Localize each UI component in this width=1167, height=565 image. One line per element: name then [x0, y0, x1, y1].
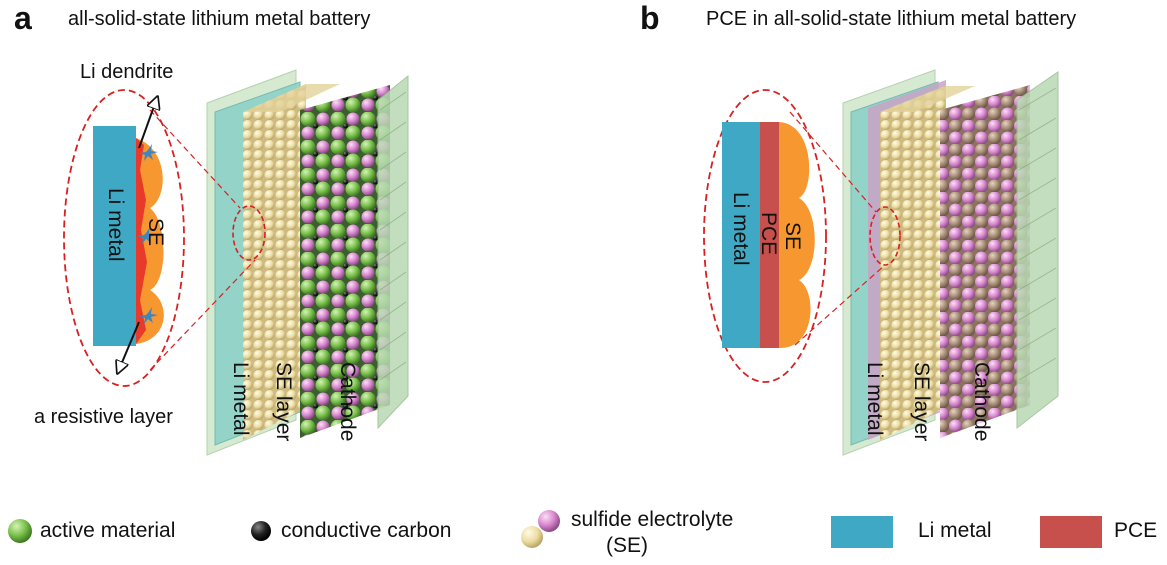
- panel-b-letter: b: [640, 0, 660, 36]
- panel-a-inset: [63, 89, 185, 387]
- panel-a-resistive-label: a resistive layer: [34, 406, 173, 428]
- panel-a-se-layer: [243, 84, 306, 440]
- black-sphere-icon: [251, 521, 271, 541]
- panel-a-inset-ellipse: [63, 89, 185, 387]
- panel-a-dendrite-label: Li dendrite: [80, 61, 174, 83]
- panel-a-current-collector-right: [377, 74, 409, 430]
- legend-pce-label: PCE: [1114, 519, 1158, 542]
- panel-b-layer-label-li-metal: Li metal: [863, 362, 886, 436]
- panel-b-zoom-lines: [789, 111, 886, 346]
- panel-a-zoom-lines: [149, 109, 256, 371]
- panel-b-inset-se: [779, 122, 815, 349]
- panel-b-title: PCE in all-solid-state lithium metal bat…: [706, 8, 1077, 30]
- panel-b-inset-li-metal: [722, 122, 760, 348]
- panel-a-inset-resistive-layer: [136, 138, 147, 344]
- panel-a-title: all-solid-state lithium metal battery: [68, 8, 371, 30]
- panel-a-cell-stack: [206, 69, 409, 456]
- panel-b-inset-se-label: SE: [781, 222, 804, 251]
- panel-a-inset-li-metal: [93, 126, 136, 346]
- green-sphere-icon: [8, 519, 32, 543]
- panel-a-layer-label-li-metal: Li metal: [229, 362, 252, 436]
- panel-a-resistive-arrow: [118, 321, 140, 372]
- panel-b-inset: [703, 89, 827, 383]
- panel-b-inset-pce: [760, 122, 779, 348]
- panel-b-inset-li-metal-label: Li metal: [729, 192, 752, 266]
- panel-a-zoom-region: [232, 205, 266, 261]
- panel-a-inset-se-label: SE: [144, 218, 167, 247]
- panel-a-inset-dendrites: [137, 144, 158, 324]
- panel-a-layer-label-cathode: Cathode: [336, 362, 359, 442]
- panel-b-cell-stack: [842, 69, 1059, 456]
- legend-li-metal-label: Li metal: [918, 519, 992, 542]
- legend-conductive-carbon-label: conductive carbon: [281, 519, 452, 542]
- panel-a-inset-li-metal-label: Li metal: [104, 188, 127, 262]
- legend-sulfide-electrolyte-label-line2: (SE): [606, 534, 648, 557]
- panel-a-layer-label-se: SE layer: [272, 362, 295, 442]
- legend: [8, 510, 1102, 548]
- panel-b-current-collector-right: [1016, 71, 1059, 430]
- legend-active-material-label: active material: [40, 519, 176, 542]
- panel-b-cathode-layer: [940, 85, 1030, 438]
- panel-a-dendrite-arrow: [138, 98, 157, 149]
- panel-a-letter: a: [14, 0, 32, 36]
- panel-b-inset-ellipse: [703, 89, 827, 383]
- se-spheres-icon: [521, 510, 560, 548]
- panel-b-layer-label-cathode: Cathode: [970, 362, 993, 442]
- panel-b-layer-label-se: SE layer: [910, 362, 933, 442]
- li-metal-swatch: [831, 516, 893, 548]
- panel-b-se-layer: [880, 86, 945, 440]
- pce-swatch: [1040, 516, 1102, 548]
- legend-sulfide-electrolyte-label: sulfide electrolyte: [571, 508, 734, 531]
- panel-a-cathode-layer: [300, 85, 390, 438]
- panel-b-inset-pce-label: PCE: [757, 212, 780, 256]
